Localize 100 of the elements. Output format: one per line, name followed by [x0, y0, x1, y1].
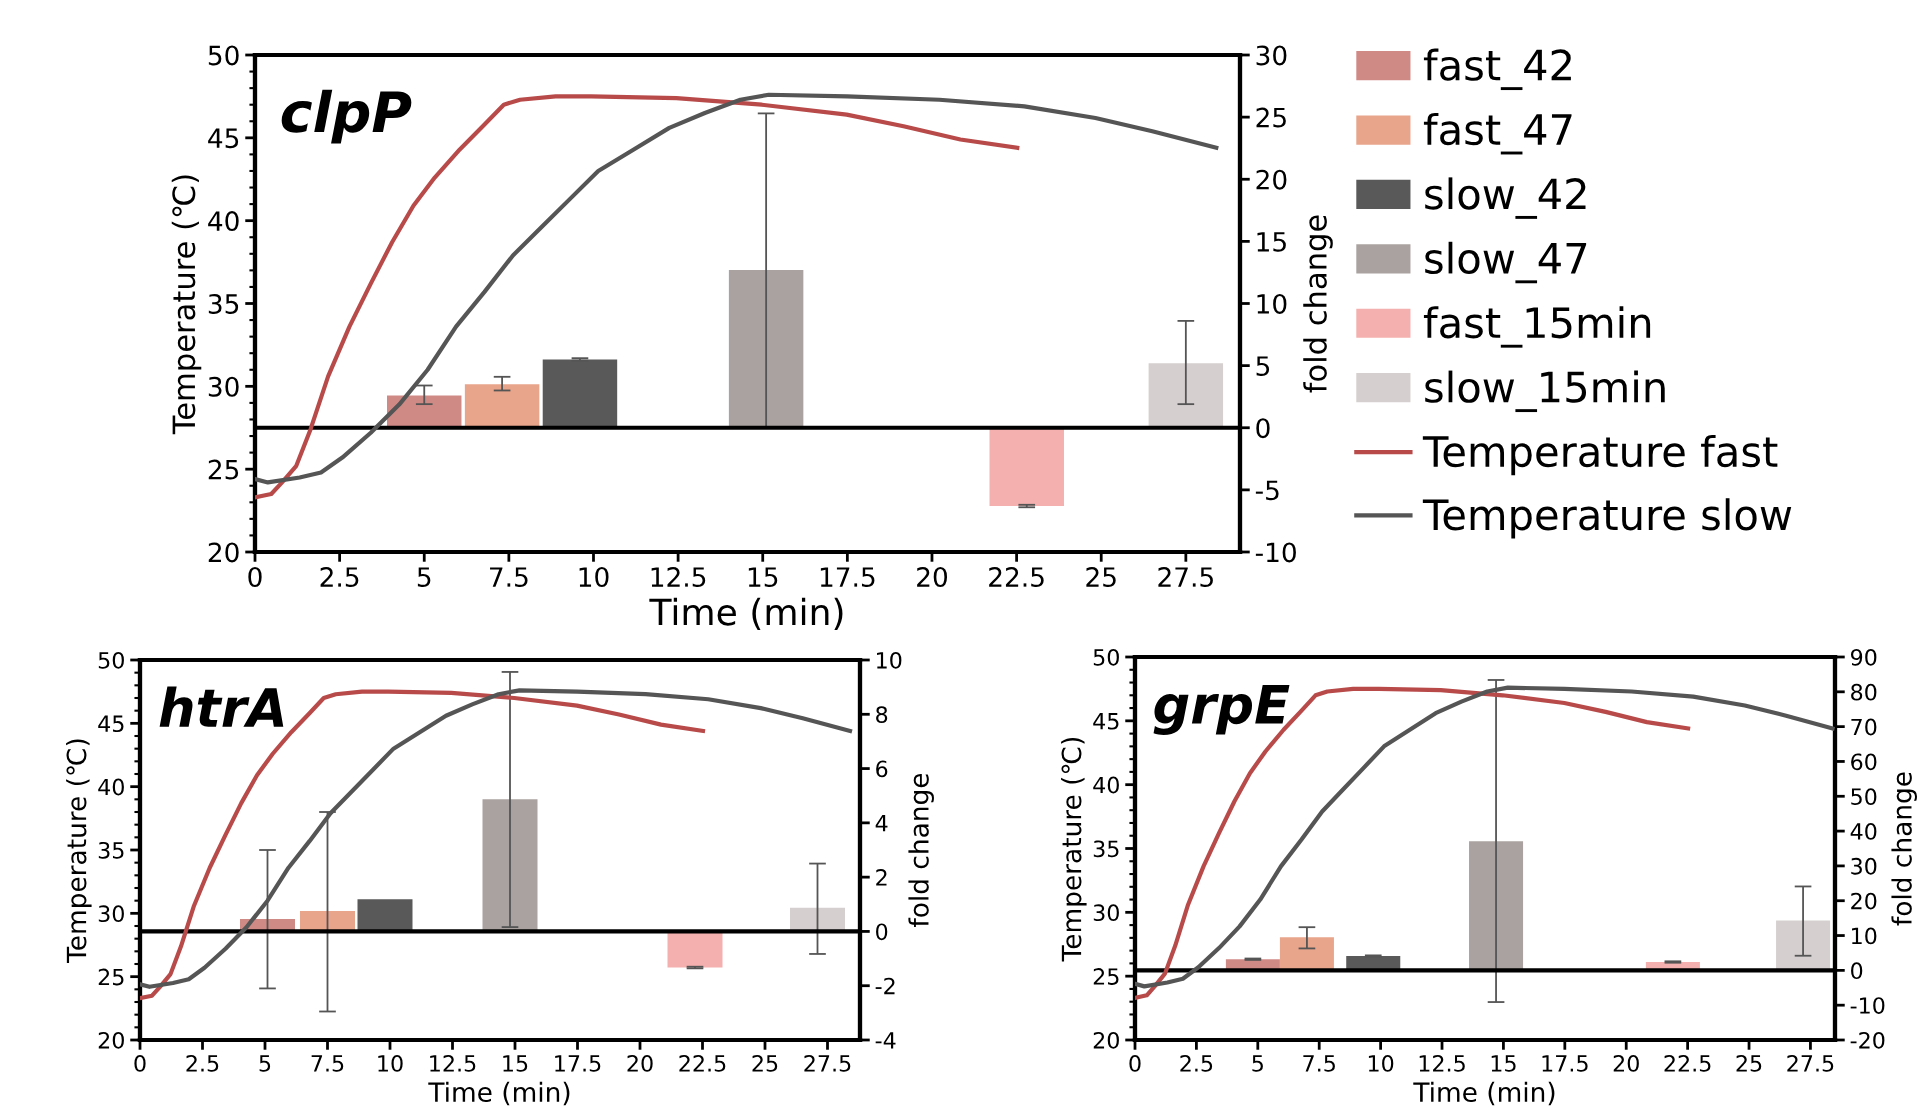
y2-tick-label: 70 [1851, 718, 1877, 736]
y2-tick-label: 6 [876, 760, 888, 778]
x-tick-label: 22.5 [679, 1054, 726, 1072]
y-tick-label: 25 [208, 459, 239, 480]
bar [1279, 937, 1334, 971]
x-axis-title: Time (min) [649, 597, 843, 630]
legend-label: fast_47 [1423, 112, 1572, 155]
y2-tick-label: 5 [1256, 356, 1270, 377]
x-tick-label: 0 [134, 1054, 146, 1072]
y2-axis-title: fold change [1891, 772, 1917, 926]
legend-label: Temperature fast [1422, 434, 1778, 476]
bar [1469, 841, 1524, 971]
text: clpP [281, 89, 412, 144]
x-tick-label: 7.5 [490, 567, 528, 588]
y-tick-label: 30 [98, 905, 124, 923]
y2-tick-label: 20 [1256, 169, 1287, 190]
bar [482, 799, 538, 932]
legend-label: slow_42 [1425, 177, 1586, 219]
y2-tick-label: -10 [1255, 542, 1296, 563]
x-tick-label: 2.5 [1180, 1054, 1213, 1072]
y-tick-label: 35 [208, 293, 239, 314]
y-tick-label: 45 [1093, 713, 1119, 730]
x-tick-label: 20 [1613, 1054, 1639, 1072]
x-tick-label: 5 [417, 567, 431, 588]
line-series [1135, 686, 1691, 1000]
legend-label: fast_42 [1423, 48, 1571, 91]
y2-tick-label: 40 [1850, 823, 1877, 840]
x-axis-title: Time (min) [428, 1081, 570, 1106]
bar [464, 384, 540, 428]
y-tick-label: 20 [1093, 1031, 1119, 1049]
chart-title: htrA [159, 686, 284, 727]
y2-tick-label: -2 [875, 977, 895, 995]
y-axis-title: Temperature (℃) [66, 739, 92, 963]
bar [1148, 363, 1224, 428]
x-tick-label: 12.5 [1419, 1054, 1465, 1072]
y2-tick-label: 0 [1851, 962, 1863, 980]
y2-tick-label: 0 [876, 923, 888, 941]
y2-tick-label: 10 [1257, 293, 1287, 314]
x-tick-label: 5 [1252, 1055, 1263, 1072]
y-tick-label: 50 [1093, 648, 1119, 666]
y2-tick-label: 8 [876, 706, 888, 724]
x-tick-label: 25 [752, 1054, 778, 1072]
y2-tick-label: 30 [1256, 45, 1287, 66]
legend-label: slow_47 [1425, 241, 1587, 284]
x-tick-label: 10 [1368, 1054, 1394, 1072]
bar [357, 899, 413, 932]
y-tick-label: 25 [1093, 968, 1119, 985]
legend-label: Temperature slow [1422, 498, 1792, 539]
y2-axis-title: fold change [908, 773, 934, 927]
y2-tick-label: 15 [1257, 232, 1286, 252]
text: grpE [1153, 685, 1290, 735]
x-tick-label: 7.5 [311, 1055, 344, 1072]
x-tick-label: 27.5 [1787, 1054, 1834, 1072]
y-tick-label: 20 [98, 1031, 124, 1049]
x-tick-label: 25 [1736, 1054, 1762, 1072]
x-tick-label: 15 [1491, 1055, 1516, 1072]
x-tick-label: 15 [503, 1055, 528, 1072]
x-tick-label: 2.5 [320, 567, 359, 588]
y2-tick-label: -4 [875, 1032, 896, 1049]
y-tick-label: 35 [1093, 840, 1119, 858]
x-axis-title: Time (min) [1413, 1081, 1555, 1106]
y-tick-label: 40 [98, 778, 124, 796]
y-tick-label: 25 [98, 968, 124, 986]
y-tick-label: 50 [208, 45, 239, 66]
y-tick-label: 20 [208, 542, 239, 563]
x-tick-label: 10 [579, 567, 609, 588]
x-tick-label: 2.5 [186, 1054, 219, 1072]
y2-tick-label: 90 [1850, 648, 1877, 666]
y-axis-title: Temperature (℃) [171, 175, 202, 435]
bar [728, 269, 804, 428]
x-tick-label: 27.5 [804, 1054, 851, 1072]
x-tick-label: 7.5 [1303, 1055, 1335, 1072]
bar [1776, 920, 1831, 971]
x-tick-label: 17.5 [1542, 1055, 1588, 1072]
y-tick-label: 30 [1093, 904, 1119, 922]
x-tick-label: 5 [259, 1055, 271, 1072]
bar [542, 359, 618, 428]
y-tick-label: 30 [208, 376, 239, 397]
y-tick-label: 40 [208, 211, 239, 232]
y-axis-title: Temperature (℃) [1061, 737, 1087, 962]
x-tick-label: 20 [627, 1054, 653, 1072]
x-tick-label: 12.5 [430, 1054, 476, 1072]
y2-tick-label: 60 [1851, 753, 1877, 771]
y2-tick-label: 0 [1256, 418, 1270, 439]
y2-tick-label: 25 [1256, 107, 1286, 128]
x-tick-label: 12.5 [651, 567, 706, 588]
y2-tick-label: 4 [875, 815, 888, 832]
y2-tick-label: 30 [1851, 857, 1877, 875]
y2-tick-label: 2 [876, 869, 887, 886]
x-tick-label: 15 [748, 567, 778, 588]
y2-tick-label: 20 [1851, 892, 1877, 910]
bar [989, 427, 1064, 507]
legend-label: fast_15min [1423, 306, 1651, 348]
x-tick-label: 0 [1129, 1054, 1141, 1072]
y2-tick-label: -20 [1850, 1031, 1885, 1049]
x-tick-label: 22.5 [989, 567, 1044, 588]
y-tick-label: 40 [1093, 776, 1119, 794]
y2-axis-title: fold change [1303, 215, 1333, 393]
y2-tick-label: 10 [877, 651, 902, 669]
y2-tick-label: -10 [1850, 997, 1885, 1014]
